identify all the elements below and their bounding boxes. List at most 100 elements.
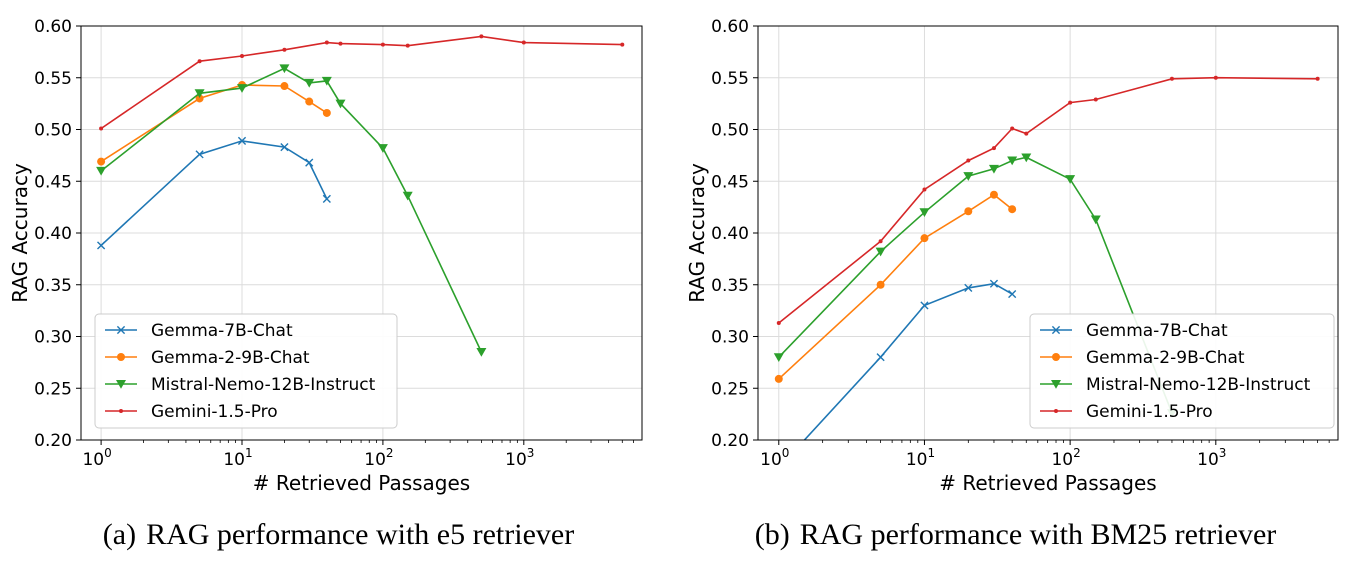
x-tick-base: 10	[906, 450, 928, 470]
x-tick-exponent: 3	[527, 446, 535, 460]
x-tick-label: 103	[1197, 446, 1226, 470]
y-axis: 0.20 0.25 0.30 0.35 0.40 0.45 0.50 0.55 0.60	[34, 17, 81, 451]
series-line	[778, 76, 1318, 324]
series-gemma-7b-chat	[803, 279, 1017, 440]
y-tick-label: 0.30	[711, 328, 749, 348]
data-point	[476, 348, 487, 357]
data-point	[402, 191, 413, 201]
data-point	[322, 108, 331, 117]
data-point	[919, 208, 930, 218]
data-point	[97, 241, 106, 250]
series-gemini-1-5-pro	[99, 34, 625, 131]
series-line	[803, 282, 1013, 440]
x-tick-label: 101	[906, 446, 935, 470]
x-tick-label: 103	[505, 446, 534, 470]
data-point	[280, 143, 289, 152]
data-point	[1068, 100, 1073, 105]
data-point	[377, 144, 388, 153]
series-gemma-2-9b-chat	[774, 190, 1017, 383]
y-tick-label: 0.20	[34, 431, 72, 451]
data-point	[1065, 175, 1076, 184]
series-line	[100, 140, 328, 246]
legend-item: Gemini-1.5-Pro	[105, 402, 278, 422]
data-point	[966, 158, 971, 163]
x-axis: 100 101 102 103	[760, 440, 1330, 470]
x-tick-exponent: 0	[104, 446, 112, 460]
data-point	[1008, 205, 1017, 214]
data-point	[195, 94, 204, 103]
data-point	[963, 172, 974, 181]
data-point	[237, 84, 248, 93]
data-point	[922, 187, 927, 192]
data-point	[1093, 97, 1098, 102]
x-tick-base: 10	[223, 450, 245, 470]
data-point	[876, 280, 885, 289]
x-tick-base: 10	[760, 450, 782, 470]
x-axis-label: # Retrieved Passages	[253, 471, 470, 495]
data-point	[280, 82, 289, 91]
y-tick-label: 0.30	[34, 328, 72, 348]
caption-a-tag: (a)	[102, 518, 137, 551]
data-point	[989, 190, 998, 199]
data-point	[479, 34, 484, 39]
data-point	[195, 150, 204, 159]
x-tick-exponent: 2	[386, 446, 394, 460]
legend-marker	[117, 353, 125, 361]
legend-label: Gemini-1.5-Pro	[1086, 402, 1213, 422]
legend-marker	[116, 380, 126, 389]
x-tick-base: 10	[505, 450, 527, 470]
data-point	[1021, 153, 1032, 163]
legend-item: Gemma-7B-Chat	[105, 321, 293, 341]
plot-frame	[80, 25, 643, 441]
legend-label: Gemini-1.5-Pro	[151, 402, 278, 422]
data-point	[620, 42, 625, 47]
data-point	[521, 40, 526, 45]
series-gemma-7b-chat	[97, 136, 331, 250]
data-point	[773, 353, 784, 362]
legend-marker	[119, 409, 123, 413]
data-point	[1007, 156, 1018, 166]
x-tick-exponent: 0	[782, 446, 790, 460]
data-point	[875, 247, 886, 257]
y-tick-label: 0.35	[34, 276, 72, 296]
legend-item: Mistral-Nemo-12B-Instruct	[1040, 375, 1311, 395]
legend-label: Mistral-Nemo-12B-Instruct	[1086, 375, 1311, 395]
legend-marker	[1052, 353, 1060, 361]
data-point	[335, 99, 346, 109]
y-axis-label: RAG Accuracy	[685, 163, 709, 303]
y-tick-label: 0.45	[711, 172, 749, 192]
legend-marker	[116, 325, 126, 335]
x-axis-label: # Retrieved Passages	[939, 471, 1156, 495]
chart-panel-a: 0.20 0.25 0.30 0.35 0.40 0.45 0.50 0.55 0.60 100 1…	[8, 17, 643, 551]
plot-area	[773, 75, 1320, 440]
x-tick-base: 10	[82, 450, 104, 470]
y-tick-label: 0.50	[711, 121, 749, 141]
series-mistral-nemo-12b-instruct	[773, 153, 1177, 418]
data-point	[96, 166, 107, 176]
x-tick-label: 100	[760, 446, 789, 470]
data-point	[776, 321, 781, 326]
data-point	[1090, 215, 1101, 225]
y-tick-label: 0.25	[711, 379, 749, 399]
legend-item: Gemma-2-9B-Chat	[1040, 348, 1245, 368]
data-point	[282, 47, 287, 52]
x-tick-exponent: 1	[927, 446, 935, 460]
legend-marker	[1051, 325, 1061, 335]
legend-item: Gemma-7B-Chat	[1040, 321, 1228, 341]
legend-marker	[1051, 380, 1061, 389]
data-point	[380, 42, 385, 47]
x-tick-label: 100	[82, 446, 111, 470]
series-gemini-1-5-pro	[776, 75, 1320, 326]
x-tick-base: 10	[1197, 450, 1219, 470]
data-point	[305, 158, 314, 167]
caption-a-text: RAG performance with e5 retriever	[146, 518, 575, 551]
legend-label: Gemma-7B-Chat	[1086, 321, 1228, 341]
data-point	[964, 283, 973, 292]
data-point	[237, 136, 247, 145]
legend: Gemma-7B-Chat Gemma-2-9B-Chat Mistral-Nemo…	[1029, 313, 1335, 429]
data-point	[1169, 76, 1174, 81]
plot-frame	[757, 25, 1339, 441]
x-tick-label: 101	[223, 446, 252, 470]
